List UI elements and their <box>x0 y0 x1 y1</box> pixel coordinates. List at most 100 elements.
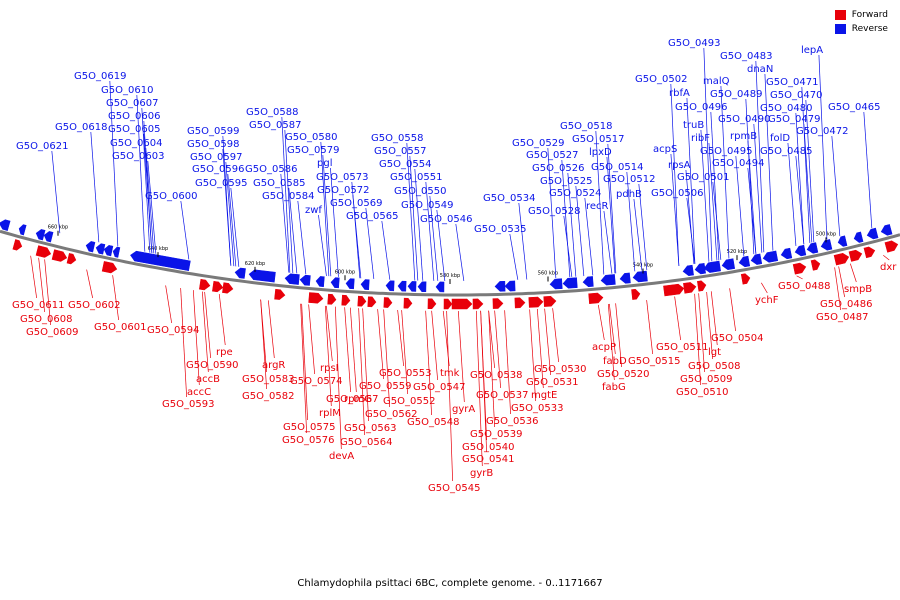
reverse-gene-label: G5O_0514 <box>591 162 643 173</box>
reverse-gene-label: G5O_0604 <box>110 138 162 149</box>
reverse-gene-label: G5O_0587 <box>249 120 301 131</box>
reverse-gene-label: G5O_0621 <box>16 141 68 152</box>
forward-leader-line <box>325 305 333 362</box>
forward-gene-label: G5O_0520 <box>597 369 649 380</box>
reverse-leader-line <box>747 167 757 254</box>
forward-feature <box>51 249 68 262</box>
forward-feature <box>427 298 437 310</box>
forward-leader-line <box>267 300 275 359</box>
forward-leader-line <box>849 263 857 283</box>
forward-gene-label: G5O_0504 <box>711 333 763 344</box>
scale-tick-label: 580 kbp <box>440 273 460 279</box>
forward-feature <box>12 239 23 251</box>
forward-leader-line <box>38 257 45 313</box>
reverse-feature <box>820 239 833 251</box>
reverse-leader-line <box>406 142 416 281</box>
reverse-gene-label: G5O_0618 <box>55 122 107 133</box>
forward-gene-label: G5O_0486 <box>820 299 872 310</box>
reverse-leader-line <box>720 85 730 259</box>
forward-leader-line <box>674 296 681 341</box>
scale-tick-label: 520 kbp <box>727 249 747 255</box>
forward-gene-label: gyrB <box>470 468 493 479</box>
forward-gene-label: G5O_0538 <box>470 370 522 381</box>
reverse-feature <box>18 224 27 236</box>
legend-reverse: Reverse <box>834 22 888 36</box>
reverse-leader-line <box>670 83 680 267</box>
forward-leader-line <box>401 310 408 395</box>
forward-gene-label: G5O_0583 <box>242 374 294 385</box>
forward-feature <box>740 273 751 285</box>
reverse-leader-line <box>735 155 745 256</box>
reverse-gene-label: G5O_0607 <box>106 98 158 109</box>
forward-gene-label: G5O_0531 <box>526 377 578 388</box>
forward-leader-line <box>358 308 365 436</box>
forward-gene-label: G5O_0575 <box>283 422 335 433</box>
reverse-leader-line <box>297 200 307 275</box>
reverse-leader-line <box>436 209 446 282</box>
reverse-leader-line <box>745 98 755 255</box>
reverse-gene-label: G5O_0579 <box>287 145 339 156</box>
forward-feature <box>697 280 707 292</box>
forward-leader-line <box>646 300 653 355</box>
reverse-gene-label: G5O_0534 <box>483 193 535 204</box>
legend-forward: Forward <box>834 8 888 22</box>
forward-feature <box>543 295 557 307</box>
forward-gene-label: ychF <box>755 295 779 306</box>
reverse-leader-line <box>429 195 439 281</box>
reverse-leader-line <box>230 187 240 267</box>
forward-gene-label: G5O_0563 <box>344 423 396 434</box>
reverse-leader-line <box>409 155 419 281</box>
reverse-gene-label: G5O_0526 <box>532 163 584 174</box>
reverse-gene-label: G5O_0546 <box>420 214 472 225</box>
reverse-leader-line <box>685 169 695 264</box>
reverse-feature <box>284 273 300 285</box>
reverse-leader-line <box>381 220 391 280</box>
reverse-gene-label: G5O_0610 <box>101 85 153 96</box>
reverse-leader-line <box>595 130 605 275</box>
forward-gene-label: G5O_0536 <box>486 416 538 427</box>
forward-leader-line <box>838 266 845 298</box>
forward-leader-line <box>44 259 51 326</box>
reverse-feature <box>582 276 594 288</box>
forward-leader-line <box>362 308 369 422</box>
reverse-feature <box>299 274 311 286</box>
reverse-feature <box>435 281 445 293</box>
reverse-swatch <box>834 24 846 34</box>
forward-feature <box>222 282 234 294</box>
forward-gene-label: G5O_0547 <box>413 382 465 393</box>
forward-feature <box>327 293 337 305</box>
reverse-leader-line <box>141 107 151 253</box>
reverse-gene-label: malQ <box>703 76 730 87</box>
forward-feature <box>35 245 52 258</box>
forward-feature <box>833 253 850 266</box>
reverse-gene-label: G5O_0501 <box>677 172 729 183</box>
legend-forward-label: Forward <box>851 10 888 20</box>
reverse-gene-label: folD <box>770 133 790 144</box>
forward-leader-line <box>324 305 332 407</box>
forward-leader-line <box>480 310 487 453</box>
reverse-gene-label: G5O_0585 <box>253 178 305 189</box>
forward-leader-line <box>112 275 119 321</box>
legend: Forward Reverse <box>834 8 888 36</box>
forward-leader-line <box>192 290 200 386</box>
reverse-feature <box>806 242 819 254</box>
forward-feature <box>212 280 224 293</box>
forward-leader-line <box>86 269 93 299</box>
forward-feature <box>308 292 324 304</box>
reverse-feature <box>85 241 96 253</box>
reverse-leader-line <box>180 200 190 260</box>
reverse-gene-label: lepA <box>801 45 823 56</box>
reverse-leader-line <box>863 111 873 229</box>
reverse-gene-label: G5O_0599 <box>187 126 239 137</box>
reverse-gene-label: G5O_0603 <box>112 151 164 162</box>
forward-leader-line <box>377 309 384 380</box>
forward-gene-label: acpP <box>592 342 616 353</box>
reverse-gene-label: G5O_0550 <box>394 186 446 197</box>
reverse-gene-label: G5O_0586 <box>245 164 297 175</box>
forward-gene-label: G5O_0537 <box>476 390 528 401</box>
forward-feature <box>492 298 504 309</box>
reverse-leader-line <box>606 156 616 274</box>
forward-gene-label: G5O_0539 <box>470 429 522 440</box>
reverse-leader-line <box>703 47 713 262</box>
genome-backbone <box>0 229 900 297</box>
